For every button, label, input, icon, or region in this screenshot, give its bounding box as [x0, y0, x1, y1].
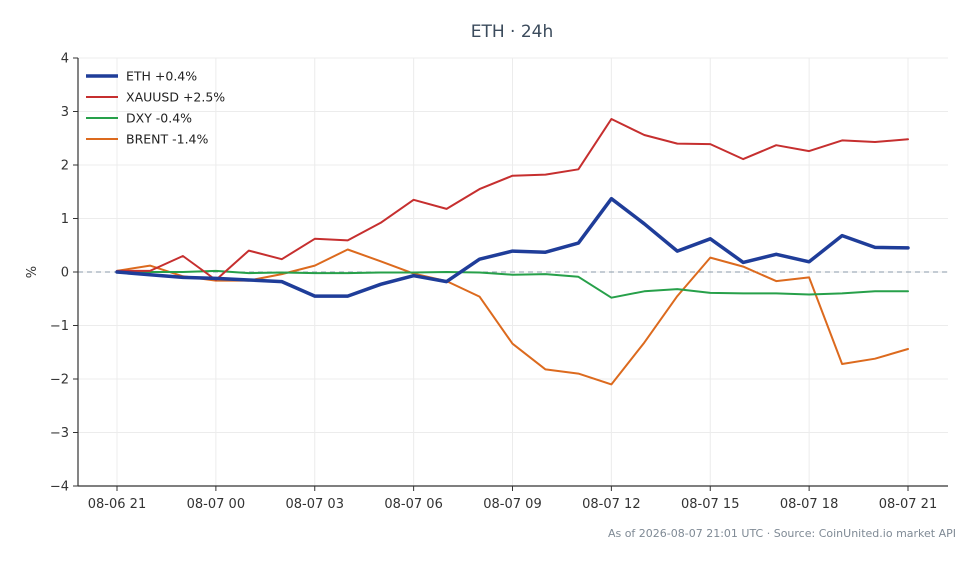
- series-line: [116, 269, 909, 299]
- x-tick-label: 08-07 00: [187, 497, 245, 512]
- y-tick-label: −1: [50, 319, 69, 334]
- series-line: [116, 118, 909, 281]
- y-axis-label: %: [25, 266, 40, 278]
- y-tick-label: −3: [50, 426, 69, 441]
- legend-label: DXY -0.4%: [126, 111, 192, 126]
- x-tick-label: 08-07 21: [879, 497, 937, 512]
- chart-title: ETH · 24h: [471, 22, 554, 42]
- x-tick-label: 08-07 12: [582, 497, 640, 512]
- y-tick-label: −2: [50, 373, 69, 388]
- x-tick-label: 08-07 09: [483, 497, 541, 512]
- x-tick-label: 08-07 03: [286, 497, 344, 512]
- x-tick-label: 08-06 21: [88, 497, 146, 512]
- legend-label: BRENT -1.4%: [126, 132, 209, 147]
- y-tick-label: 3: [61, 105, 69, 120]
- series-line: [115, 196, 910, 298]
- y-tick-label: −4: [50, 480, 69, 495]
- x-tick-labels: 08-06 21 08-07 00 08-07 03 08-07 06 08-07 09…: [88, 486, 937, 512]
- y-tick-label: 0: [61, 266, 69, 281]
- legend-label: ETH +0.4%: [126, 69, 197, 84]
- x-tick-label: 08-07 15: [681, 497, 739, 512]
- y-tick-label: 2: [61, 159, 69, 174]
- x-tick-label: 08-07 06: [384, 497, 442, 512]
- x-tick-label: 08-07 18: [780, 497, 838, 512]
- footer-source: As of 2026-08-07 21:01 UTC · Source: Coi…: [608, 527, 956, 540]
- legend-label: XAUUSD +2.5%: [126, 90, 225, 105]
- legend: ETH +0.4% XAUUSD +2.5% DXY -0.4% BRENT -1.4…: [86, 69, 225, 147]
- y-tick-labels: 4 3 2 1 0 −1 −2 −3 −4: [50, 52, 78, 495]
- y-tick-label: 4: [61, 52, 69, 67]
- series-lines: [115, 118, 910, 386]
- y-tick-label: 1: [61, 212, 69, 227]
